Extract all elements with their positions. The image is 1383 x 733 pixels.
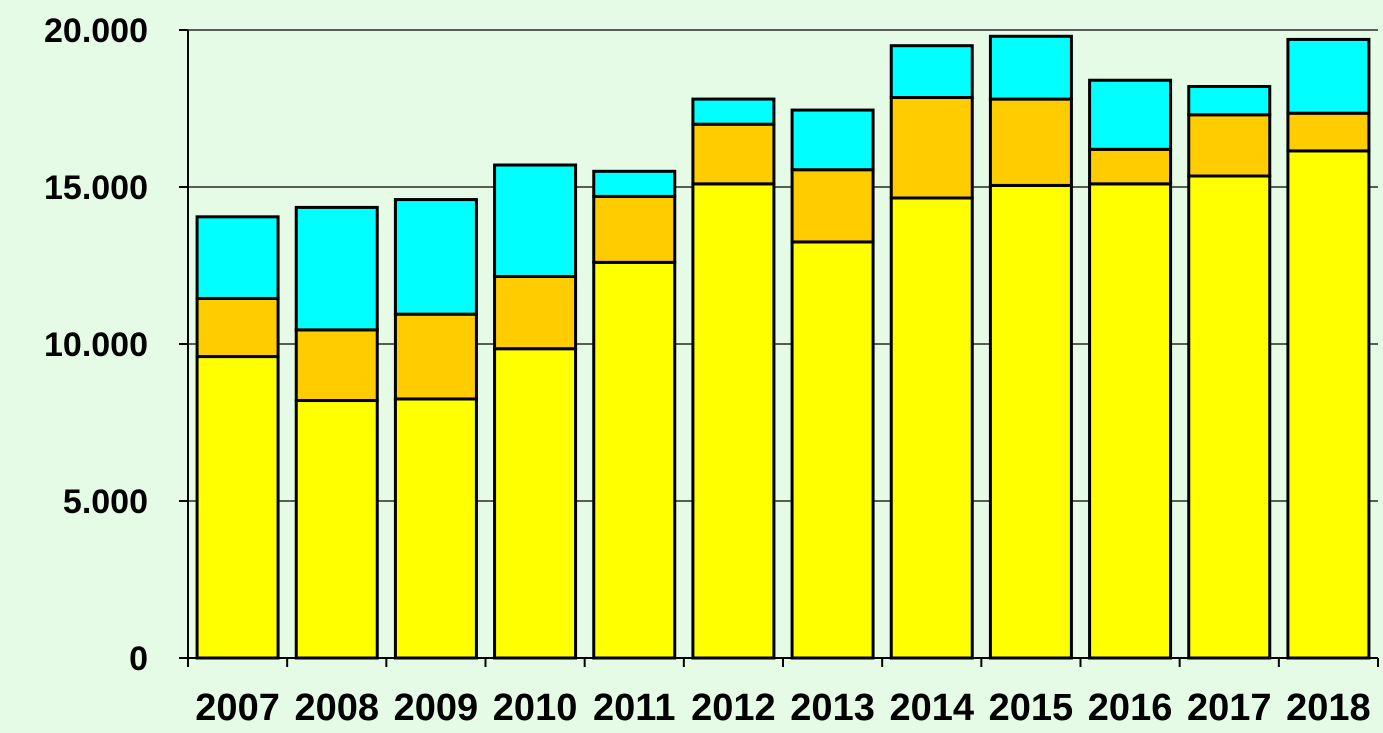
bar-segment-2011-series-2: [592, 194, 677, 264]
x-tick-label: 2009: [394, 687, 479, 729]
x-tick-label: 2014: [889, 687, 974, 729]
bar-segment-2009-series-1: [393, 397, 478, 660]
bar-segment-2011-series-3: [592, 169, 677, 198]
bar-segment-2017-series-1: [1187, 174, 1272, 660]
bar-segment-2016-series-3: [1088, 78, 1173, 151]
x-tick-label: 2013: [790, 687, 875, 729]
bar-segment-2013-series-2: [790, 168, 875, 244]
y-tick-label: 5.000: [63, 483, 148, 521]
bar-segment-2017-series-2: [1187, 113, 1272, 178]
bar-segment-2012-series-2: [691, 122, 776, 186]
bar-segment-2018-series-2: [1286, 111, 1371, 153]
bar-segment-2016-series-1: [1088, 182, 1173, 660]
y-tick-label: 10.000: [44, 326, 148, 364]
x-tick-label: 2012: [691, 687, 776, 729]
bar-segment-2017-series-3: [1187, 85, 1272, 117]
bar-segment-2015-series-2: [988, 97, 1073, 187]
x-tick-label: 2017: [1187, 687, 1272, 729]
bar-segment-2013-series-1: [790, 240, 875, 660]
bar-segment-2018-series-3: [1286, 37, 1371, 115]
bar-segment-2007-series-1: [195, 355, 280, 660]
bar-segment-2008-series-3: [294, 205, 379, 332]
bar-segment-2007-series-3: [195, 215, 280, 300]
bar-segment-2010-series-1: [493, 347, 578, 660]
y-tick-label: 15.000: [44, 169, 148, 207]
x-tick-label: 2015: [989, 687, 1074, 729]
bar-segment-2015-series-3: [988, 34, 1073, 101]
y-axis-tick-labels: 0 5.000 10.000 15.000 20.000: [44, 12, 148, 678]
gridlines: [179, 29, 1378, 659]
bar-segment-2013-series-3: [790, 108, 875, 172]
bar-segment-2010-series-3: [493, 163, 578, 278]
bar-segment-2014-series-2: [889, 96, 974, 200]
bar-segment-2007-series-2: [195, 296, 280, 359]
bar-segment-2015-series-1: [988, 183, 1073, 660]
bar-segment-2008-series-2: [294, 328, 379, 403]
bar-segment-2010-series-2: [493, 274, 578, 351]
x-tick-label: 2016: [1088, 687, 1173, 729]
x-tick-label: 2007: [195, 687, 280, 729]
bars: [195, 34, 1371, 660]
bar-segment-2014-series-1: [889, 196, 974, 660]
bar-segment-2014-series-3: [889, 44, 974, 100]
bar-segment-2016-series-2: [1088, 147, 1173, 186]
axes: [187, 30, 1379, 667]
y-tick-label: 0: [129, 640, 148, 678]
bar-segment-2012-series-1: [691, 182, 776, 660]
bar-segment-2011-series-1: [592, 260, 677, 660]
x-tick-label: 2018: [1286, 687, 1371, 729]
x-axis-tick-labels: 2007 2008 2009 2010 2011 2012 2013 2014 2015 2016…: [195, 687, 1370, 729]
bar-segment-2012-series-3: [691, 97, 776, 126]
bar-segment-2008-series-1: [294, 399, 379, 660]
x-tick-label: 2011: [593, 687, 675, 729]
x-tick-label: 2008: [294, 687, 379, 729]
bar-segment-2018-series-1: [1286, 149, 1371, 660]
y-tick-label: 20.000: [44, 12, 148, 50]
bar-segment-2009-series-3: [393, 198, 478, 316]
x-tick-label: 2010: [493, 687, 578, 729]
bar-segment-2009-series-2: [393, 312, 478, 401]
